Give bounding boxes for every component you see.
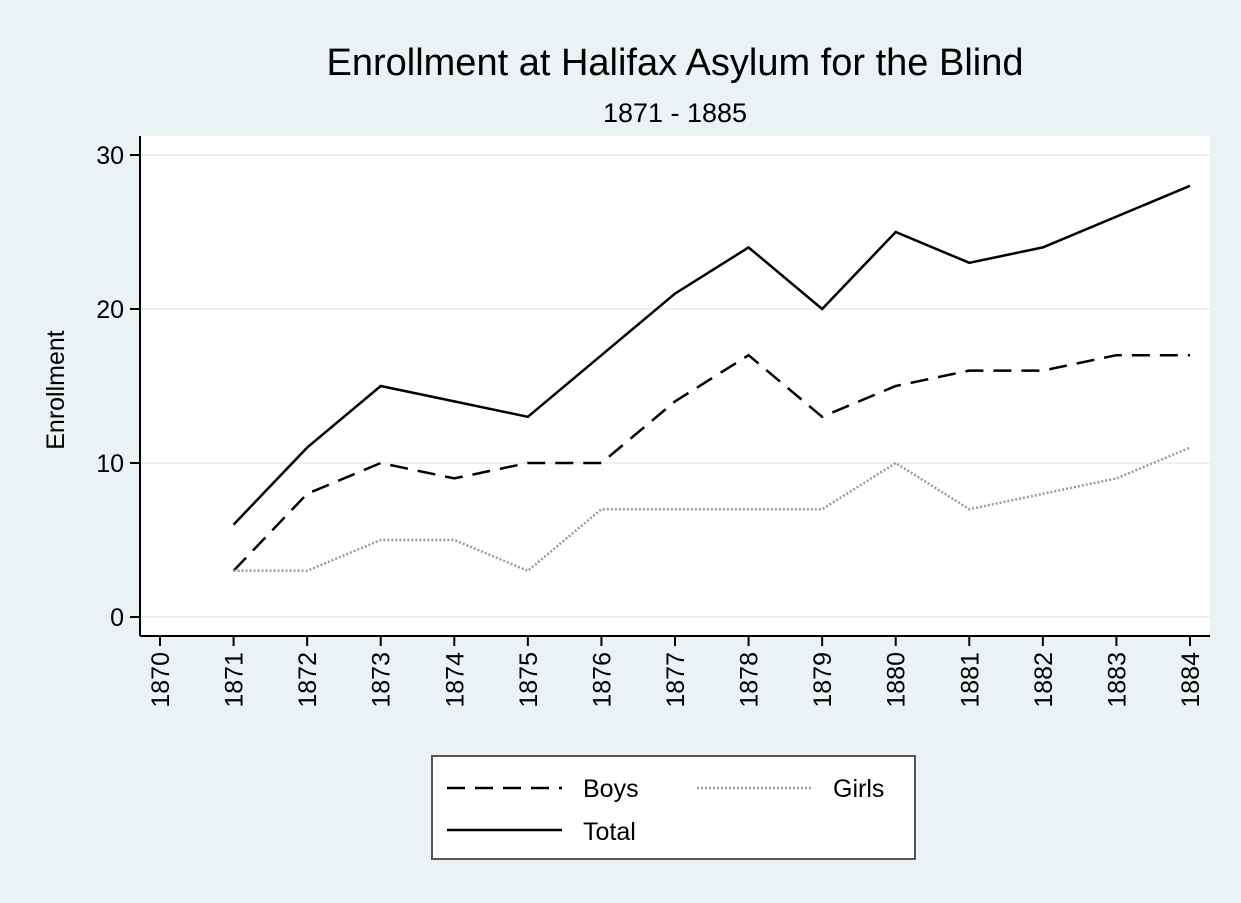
- x-tick-label-1880: 1880: [883, 652, 911, 708]
- x-tick-label-1871: 1871: [221, 652, 249, 708]
- legend-label-boys: Boys: [583, 775, 639, 803]
- y-tick-label-20: 20: [96, 296, 124, 324]
- x-tick-label-1879: 1879: [809, 652, 837, 708]
- x-tick-label-1873: 1873: [368, 652, 396, 708]
- legend-label-total: Total: [583, 818, 636, 846]
- y-tick-label-10: 10: [96, 450, 124, 478]
- y-tick-label-30: 30: [96, 142, 124, 170]
- x-tick-label-1877: 1877: [662, 652, 690, 708]
- x-tick-label-1881: 1881: [956, 652, 984, 708]
- x-tick-label-1884: 1884: [1177, 652, 1205, 708]
- x-tick-label-1874: 1874: [441, 652, 469, 708]
- x-tick-label-1875: 1875: [515, 652, 543, 708]
- x-tick-label-1872: 1872: [294, 652, 322, 708]
- x-tick-label-1870: 1870: [147, 652, 175, 708]
- chart-title: Enrollment at Halifax Asylum for the Bli…: [327, 42, 1024, 84]
- x-tick-label-1882: 1882: [1030, 652, 1058, 708]
- x-tick-label-1876: 1876: [588, 652, 616, 708]
- x-tick-label-1883: 1883: [1103, 652, 1131, 708]
- plot-area: [140, 136, 1210, 636]
- legend: Boys Girls Total: [432, 756, 915, 859]
- y-axis-title: Enrollment: [42, 330, 70, 450]
- legend-label-girls: Girls: [833, 775, 884, 803]
- legend-box: [432, 756, 915, 859]
- chart-subtitle: 1871 - 1885: [603, 98, 747, 128]
- y-tick-label-0: 0: [110, 604, 124, 632]
- x-tick-label-1878: 1878: [736, 652, 764, 708]
